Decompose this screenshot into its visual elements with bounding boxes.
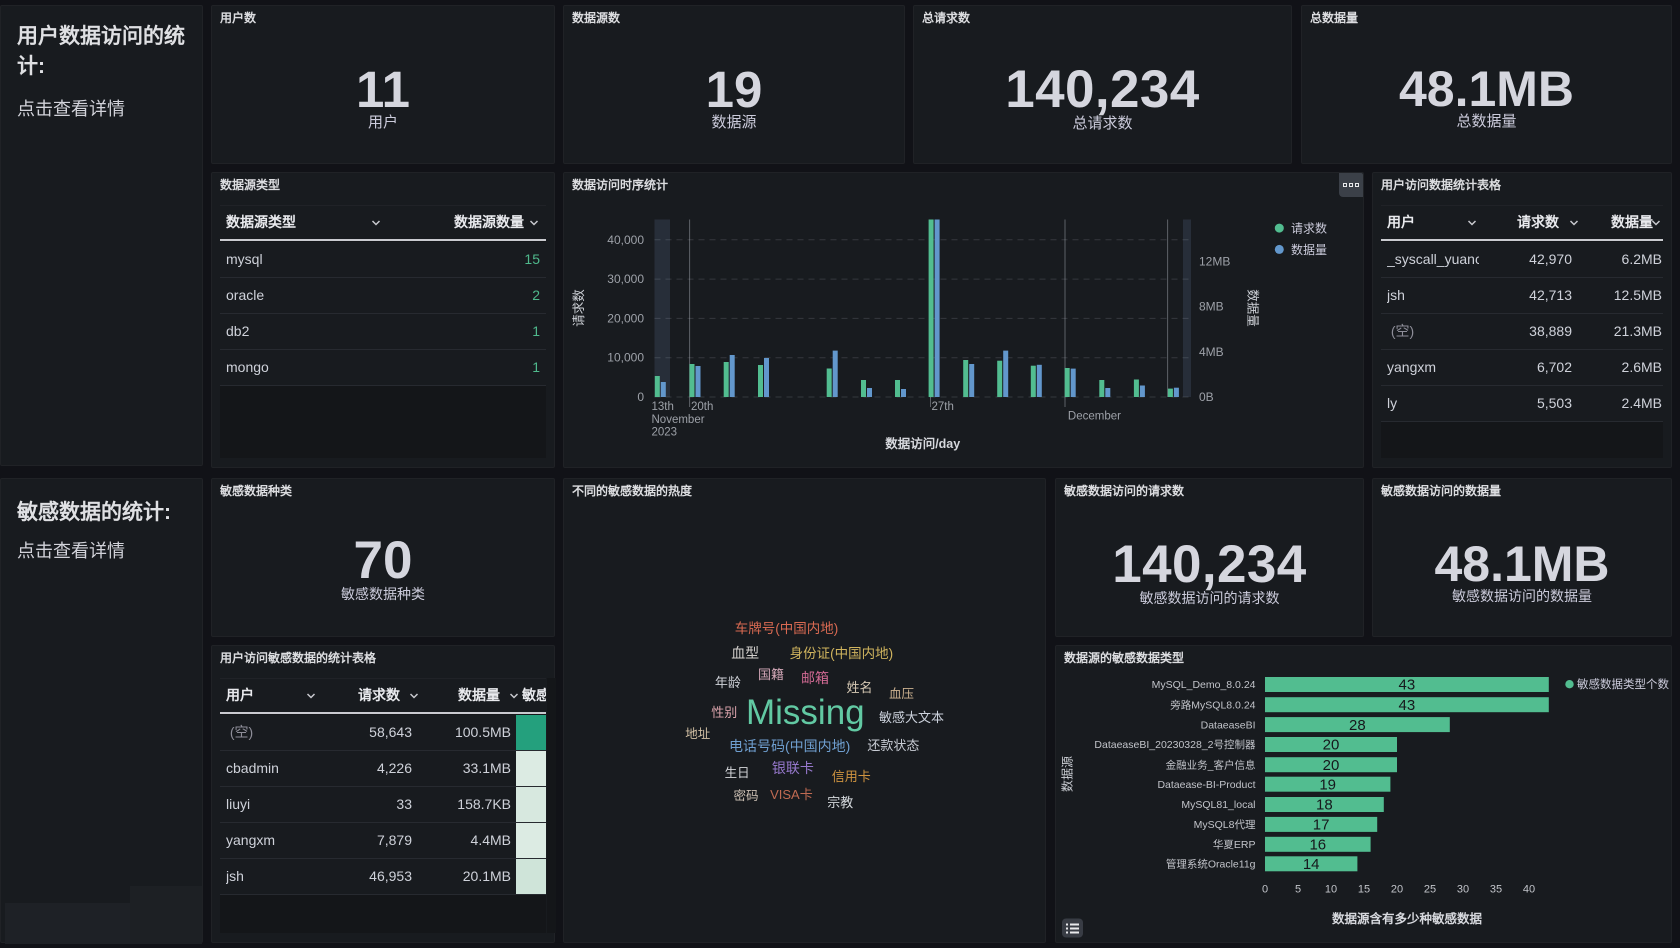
svg-text:MySQL81_local: MySQL81_local <box>1181 799 1255 811</box>
svg-text:10,000: 10,000 <box>607 351 644 365</box>
svg-text:40: 40 <box>1523 884 1535 896</box>
svg-text:15: 15 <box>1358 884 1370 896</box>
svg-text:28: 28 <box>1349 717 1366 734</box>
svg-text:40,000: 40,000 <box>607 233 644 247</box>
svg-text:数据量: 数据量 <box>1246 289 1261 327</box>
svg-text:17: 17 <box>1313 817 1330 834</box>
svg-text:20: 20 <box>1323 737 1340 754</box>
svg-text:0: 0 <box>637 390 644 404</box>
svg-text:金融业务_客户信息: 金融业务_客户信息 <box>1166 758 1256 771</box>
svg-text:数据源含有多少种敏感数据: 数据源含有多少种敏感数据 <box>1331 911 1483 926</box>
svg-text:管理系统Oracle11g: 管理系统Oracle11g <box>1166 858 1256 871</box>
svg-text:数据源: 数据源 <box>1060 756 1075 792</box>
svg-text:20,000: 20,000 <box>607 311 644 325</box>
svg-text:0: 0 <box>1262 884 1268 896</box>
svg-text:43: 43 <box>1399 697 1416 714</box>
svg-text:0B: 0B <box>1199 390 1214 404</box>
svg-text:27th: 27th <box>932 401 954 413</box>
svg-text:5: 5 <box>1295 884 1301 896</box>
svg-text:华夏ERP: 华夏ERP <box>1213 838 1256 851</box>
svg-text:DataeaseBI: DataeaseBI <box>1201 719 1256 731</box>
svg-text:数据访问/day: 数据访问/day <box>884 436 960 451</box>
svg-text:19: 19 <box>1319 776 1336 793</box>
svg-text:旁路MySQL8.0.24: 旁路MySQL8.0.24 <box>1170 698 1255 711</box>
svg-text:20: 20 <box>1323 757 1340 774</box>
svg-text:13th: 13th <box>652 401 674 413</box>
svg-text:12MB: 12MB <box>1199 255 1230 269</box>
svg-text:数据量: 数据量 <box>1291 242 1327 257</box>
svg-text:DataeaseBI_20230328_2号控制器: DataeaseBI_20230328_2号控制器 <box>1094 738 1256 751</box>
svg-text:20th: 20th <box>691 401 713 413</box>
svg-text:16: 16 <box>1309 837 1326 854</box>
svg-text:4MB: 4MB <box>1199 345 1224 359</box>
svg-text:8MB: 8MB <box>1199 299 1224 313</box>
svg-text:10: 10 <box>1325 884 1337 896</box>
svg-text:请求数: 请求数 <box>1291 220 1327 235</box>
svg-text:18: 18 <box>1316 797 1333 814</box>
svg-text:30: 30 <box>1457 884 1469 896</box>
svg-text:30,000: 30,000 <box>607 272 644 286</box>
svg-text:2023: 2023 <box>652 427 678 439</box>
svg-text:14: 14 <box>1303 856 1320 873</box>
svg-text:MySQL_Demo_8.0.24: MySQL_Demo_8.0.24 <box>1152 679 1256 691</box>
svg-text:43: 43 <box>1399 677 1416 694</box>
svg-text:November: November <box>652 414 705 426</box>
svg-text:敏感数据类型个数: 敏感数据类型个数 <box>1577 677 1669 691</box>
svg-text:25: 25 <box>1424 884 1436 896</box>
svg-text:MySQL8代理: MySQL8代理 <box>1194 819 1256 831</box>
svg-text:请求数: 请求数 <box>571 289 586 327</box>
svg-text:December: December <box>1068 411 1121 423</box>
svg-text:35: 35 <box>1490 884 1502 896</box>
svg-text:20: 20 <box>1391 884 1403 896</box>
svg-text:Dataease-BI-Product: Dataease-BI-Product <box>1157 779 1255 791</box>
